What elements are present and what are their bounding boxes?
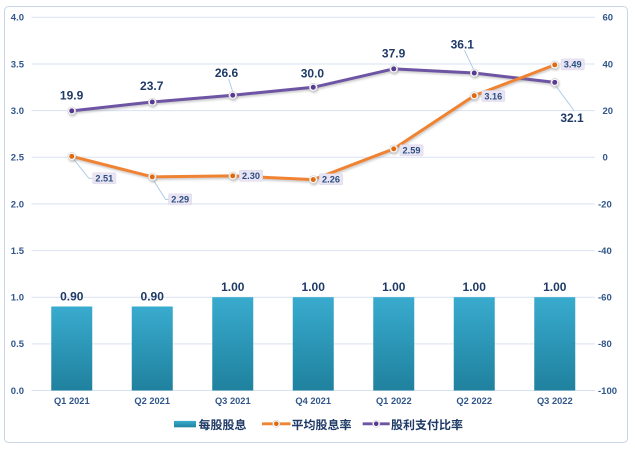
svg-text:60: 60 xyxy=(603,13,614,24)
svg-text:1.00: 1.00 xyxy=(302,280,326,294)
svg-text:3.0: 3.0 xyxy=(11,106,24,117)
svg-text:Q1 2021: Q1 2021 xyxy=(54,396,90,406)
svg-text:3.5: 3.5 xyxy=(11,59,25,70)
svg-text:Q1 2022: Q1 2022 xyxy=(376,396,412,406)
svg-text:26.6: 26.6 xyxy=(215,66,239,80)
svg-text:0.90: 0.90 xyxy=(141,289,165,303)
svg-text:2.26: 2.26 xyxy=(322,175,340,185)
svg-text:2.5: 2.5 xyxy=(11,153,25,164)
svg-text:0.90: 0.90 xyxy=(60,289,84,303)
svg-text:-40: -40 xyxy=(598,246,612,257)
svg-text:2.51: 2.51 xyxy=(95,174,113,184)
svg-text:1.00: 1.00 xyxy=(382,280,406,294)
svg-text:1.0: 1.0 xyxy=(11,293,24,304)
svg-text:Q3 2022: Q3 2022 xyxy=(537,396,573,406)
svg-text:1.00: 1.00 xyxy=(221,280,245,294)
svg-text:0.5: 0.5 xyxy=(11,339,25,350)
svg-text:1.5: 1.5 xyxy=(11,246,25,257)
svg-text:2.30: 2.30 xyxy=(242,171,260,181)
svg-text:20: 20 xyxy=(603,106,614,117)
svg-text:32.1: 32.1 xyxy=(560,111,584,125)
svg-text:3.49: 3.49 xyxy=(564,60,582,70)
svg-text:3.16: 3.16 xyxy=(484,91,502,101)
svg-text:23.7: 23.7 xyxy=(140,79,164,93)
svg-text:-20: -20 xyxy=(598,199,612,210)
svg-text:Q2 2021: Q2 2021 xyxy=(134,396,170,406)
svg-text:-80: -80 xyxy=(598,339,612,350)
svg-text:19.9: 19.9 xyxy=(60,88,84,102)
svg-text:1.00: 1.00 xyxy=(543,280,567,294)
svg-text:0: 0 xyxy=(603,153,608,164)
svg-text:4.0: 4.0 xyxy=(11,13,24,24)
svg-text:-60: -60 xyxy=(598,293,612,304)
svg-text:37.9: 37.9 xyxy=(382,47,406,61)
svg-text:2.0: 2.0 xyxy=(11,199,24,210)
svg-text:2.29: 2.29 xyxy=(171,195,189,205)
svg-text:40: 40 xyxy=(603,59,614,70)
svg-text:0.0: 0.0 xyxy=(11,386,24,397)
svg-text:36.1: 36.1 xyxy=(451,37,475,51)
svg-text:Q2 2022: Q2 2022 xyxy=(456,396,492,406)
svg-text:Q3 2021: Q3 2021 xyxy=(215,396,251,406)
svg-text:30.0: 30.0 xyxy=(301,67,325,81)
svg-text:Q4 2021: Q4 2021 xyxy=(295,396,331,406)
svg-text:1.00: 1.00 xyxy=(463,280,487,294)
svg-text:2.59: 2.59 xyxy=(403,146,421,156)
svg-text:-100: -100 xyxy=(598,386,617,397)
